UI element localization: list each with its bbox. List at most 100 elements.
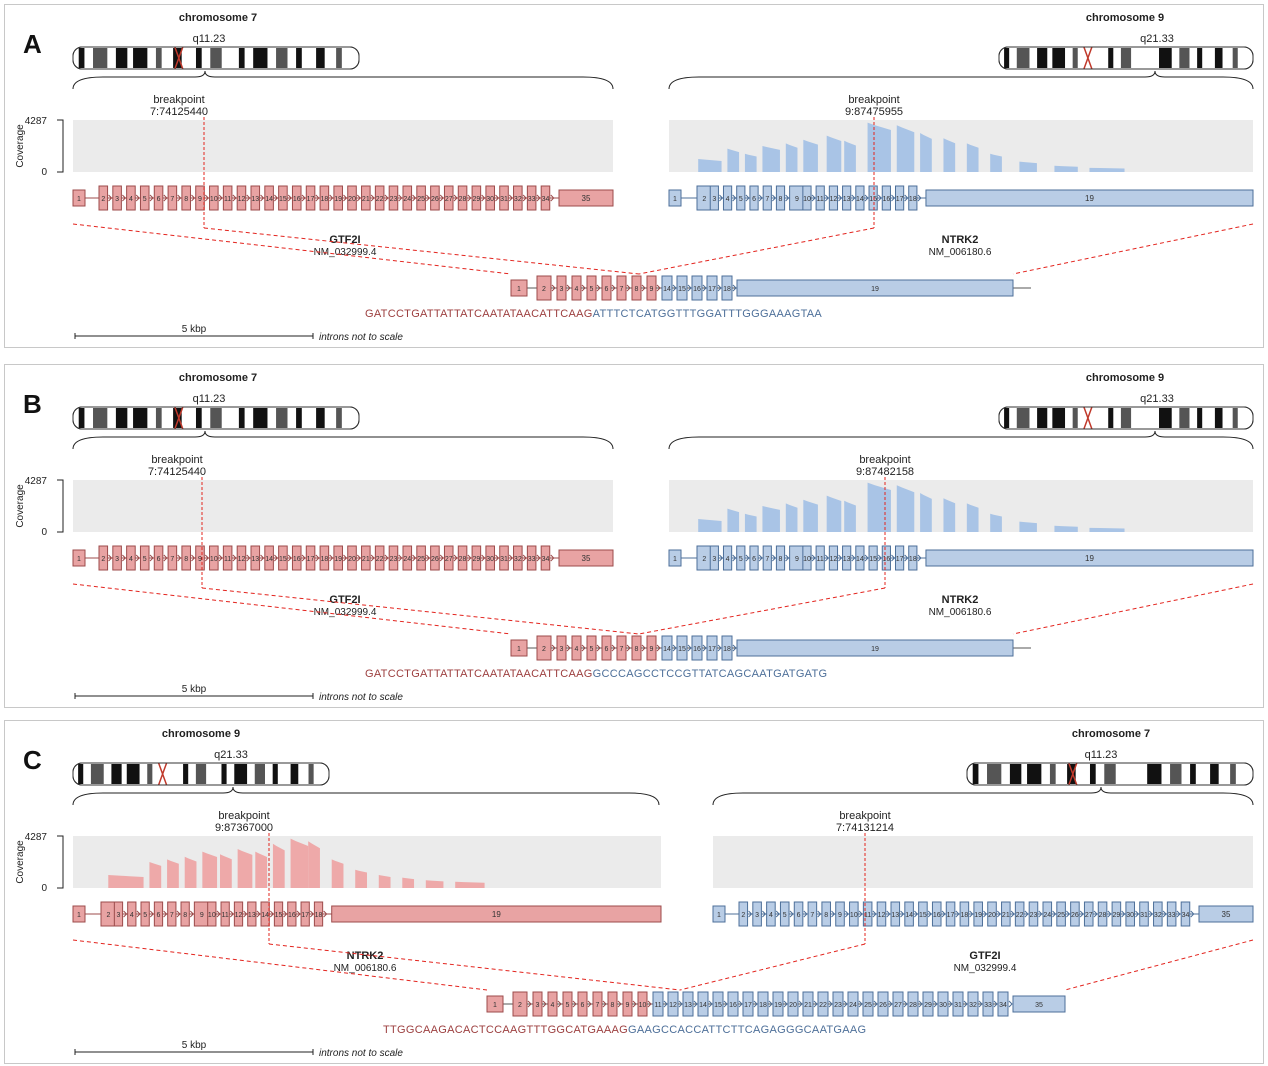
chromosome-band (115, 408, 128, 428)
coverage-peak (896, 485, 915, 532)
left-chromosome-title: chromosome 9 (162, 728, 240, 740)
fusion-exon (802, 991, 814, 1017)
strand-arrow (1010, 910, 1015, 918)
strand-arrow (269, 910, 275, 918)
exon-number: 32 (514, 196, 522, 203)
centromere-mark (174, 406, 184, 430)
exon-box (802, 545, 812, 571)
strand-arrow (189, 910, 194, 918)
strand-arrow (522, 554, 527, 562)
exon-number: 6 (752, 556, 756, 563)
fusion-exon-number: 18 (723, 646, 731, 653)
exon-box (153, 901, 164, 927)
strand-arrow (329, 554, 334, 562)
chromosome-band (155, 408, 162, 428)
fusion-exon (997, 991, 1009, 1017)
fusion-exon (772, 991, 784, 1017)
chromosome-band (1089, 764, 1096, 784)
exon-box (181, 545, 191, 571)
exon-number: 11 (224, 556, 231, 563)
strand-arrow (738, 1000, 743, 1008)
chromosome-band (155, 48, 162, 68)
right-transcript-id: NM_032999.4 (954, 963, 1017, 974)
exon-number: 34 (1182, 912, 1190, 919)
strand-arrow (1148, 910, 1153, 918)
exon-number: 14 (265, 556, 273, 563)
exon-box (540, 545, 551, 571)
chromosome-band (972, 764, 979, 784)
strand-arrow (356, 194, 362, 202)
fusion-exon (661, 275, 673, 301)
exon-box (485, 185, 495, 211)
exon-number: 15 (275, 912, 283, 919)
exon-number: 4 (129, 556, 133, 563)
exon-box (973, 901, 983, 927)
exon-box (987, 901, 997, 927)
strand-arrow (663, 1000, 668, 1008)
chromosome-band (115, 48, 128, 68)
strand-arrow (329, 194, 334, 202)
fusion-exon-number: 26 (879, 1002, 887, 1009)
strand-arrow (1052, 910, 1057, 918)
exon-box (1125, 901, 1135, 927)
exon-box (526, 185, 537, 211)
strand-arrow (287, 554, 292, 562)
fusion-exon-number: 10 (639, 1002, 647, 1009)
fusion-exon-number: 5 (566, 1002, 570, 1009)
exon-box (1180, 901, 1191, 927)
exon-number: 4 (726, 556, 730, 563)
fusion-exon-number: 24 (849, 1002, 857, 1009)
centromere-mark (174, 46, 184, 70)
coverage-axis (57, 119, 64, 173)
strand-arrow (581, 284, 586, 292)
strand-arrow (877, 554, 882, 562)
exon-number: 22 (1016, 912, 1024, 919)
fusion-exon-number: 9 (650, 286, 654, 293)
right-breakpoint-title: breakpoint (839, 810, 890, 822)
chromosome-band (276, 48, 288, 68)
strand-arrow (1190, 910, 1195, 918)
panel-letter: C (23, 745, 42, 775)
fusion-exon (631, 635, 642, 661)
exon-number: 15 (919, 912, 927, 919)
coverage-peak (308, 841, 320, 888)
exon-number: 6 (157, 912, 161, 919)
exon-number: 18 (909, 556, 917, 563)
fusion-exon-number: 1 (517, 286, 521, 293)
scale-note: introns not to scale (319, 1048, 403, 1059)
exon-number: 4 (129, 196, 133, 203)
exon-number: 20 (348, 556, 356, 563)
strand-arrow (617, 1000, 622, 1008)
strand-arrow (1176, 910, 1181, 918)
exon-box (736, 185, 746, 211)
chromosome-band (254, 764, 265, 784)
chromosome-band (316, 48, 325, 68)
exon-box (347, 545, 357, 571)
strand-arrow (886, 910, 891, 918)
exon-number: 35 (1222, 910, 1231, 919)
exon-box (722, 545, 733, 571)
strand-arrow (693, 1000, 698, 1008)
exon-number: 10 (210, 196, 218, 203)
coverage-max-label: 4287 (25, 116, 48, 127)
coverage-peak (990, 153, 1002, 172)
left-gene-name: GTF2I (329, 594, 360, 606)
left-chromosome-title: chromosome 7 (179, 12, 257, 24)
chromosome-outline (72, 406, 360, 430)
exon-box (499, 185, 509, 211)
strand-arrow (824, 554, 830, 562)
strand-arrow (343, 554, 348, 562)
fusion-exon-number: 25 (864, 1002, 872, 1009)
strand-arrow (557, 1000, 562, 1008)
chromosome-band (336, 408, 342, 428)
fusion-exon (571, 275, 582, 301)
coverage-track-background (73, 120, 613, 172)
exon-box (388, 545, 399, 571)
right-band-label: q21.33 (1140, 33, 1174, 45)
right-transcript-id: NM_006180.6 (929, 247, 992, 258)
chromosome-band (336, 48, 342, 68)
exon-number: 4 (130, 912, 134, 919)
strand-arrow (813, 1000, 818, 1008)
fusion-exon-number: 1 (517, 646, 521, 653)
fusion-exon (691, 635, 703, 661)
